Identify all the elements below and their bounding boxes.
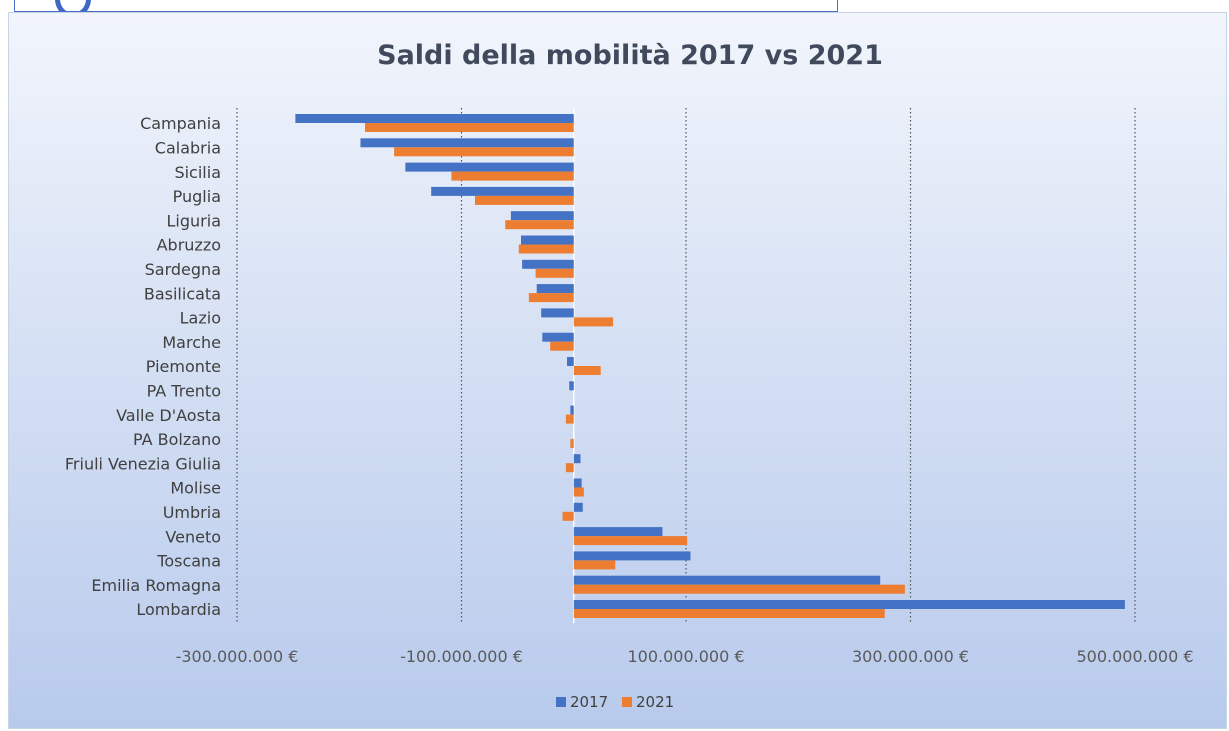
bar-2017 [536,284,574,294]
bar-2017 [567,357,574,366]
legend-swatch-2017 [556,697,566,707]
bar-2021 [565,414,574,424]
bar-2017 [360,138,574,148]
bar-2021 [573,609,885,618]
bar-2017 [573,551,691,561]
x-tick-label: -300.000.000 € [176,647,299,666]
bar-2017 [542,332,574,342]
bar-2021 [562,511,574,521]
bar-2021 [394,147,574,157]
bar-2017 [431,186,574,196]
category-label: Emilia Romagna [91,576,221,595]
bar-2017 [573,454,581,464]
category-label: Campania [140,114,221,133]
bar-2017 [573,527,663,537]
bar-2017 [569,381,574,391]
x-tick-labels: -300.000.000 € -100.000.000 € 100.000.000 … [176,647,1194,666]
legend[interactable]: 2017 2021 [556,693,674,711]
bar-2021 [570,438,574,448]
category-label: PA Trento [147,381,221,400]
bars [295,114,1125,618]
bar-2017 [541,308,574,318]
category-label: Marche [162,333,221,352]
bar-2017 [295,114,574,123]
bar-2017 [520,235,574,245]
bar-2017 [510,211,574,221]
bar-2021 [573,584,905,594]
cropped-glyph [55,0,91,11]
category-labels: Campania Calabria Sicilia Puglia Liguria Abru… [65,114,221,619]
bar-2021 [573,560,616,570]
x-tick-label: -100.000.000 € [400,647,523,666]
category-label: Veneto [165,527,221,546]
bar-2021 [573,366,601,375]
category-label: Toscana [156,552,221,571]
x-tick-label: 500.000.000 € [1076,647,1193,666]
category-label: Valle D'Aosta [116,406,221,425]
bar-2021 [474,195,574,205]
legend-label-2017: 2017 [570,693,608,711]
legend-label-2021: 2021 [636,693,674,711]
category-label: Friuli Venezia Giulia [65,454,221,473]
bar-2017 [573,502,583,512]
bar-2017 [522,259,574,269]
top-cropped-box [14,0,838,12]
chart-title: Saldi della mobilità 2017 vs 2021 [377,40,883,71]
category-label: Umbria [163,503,221,522]
bar-2021 [573,536,688,546]
category-label: Piemonte [146,357,221,376]
bar-2021 [535,268,574,278]
category-label: Sicilia [174,163,221,182]
x-tick-label: 300.000.000 € [852,647,969,666]
category-label: Liguria [167,211,221,230]
bar-2017 [570,405,574,415]
category-label: Abruzzo [157,236,221,255]
legend-swatch-2021 [622,697,632,707]
category-label: Molise [170,479,221,498]
category-label: Lombardia [136,600,221,619]
bar-2017 [573,575,881,585]
bar-2017 [405,162,574,172]
category-label: Basilicata [144,284,221,303]
bar-2021 [528,293,574,303]
category-label: Puglia [173,187,221,206]
bar-2021 [550,341,574,351]
bar-2021 [573,317,614,327]
bar-2017 [573,478,582,488]
x-tick-label: 100.000.000 € [627,647,744,666]
bar-2021 [451,171,574,181]
bar-2021 [573,487,584,497]
grid-lines [236,108,1136,624]
category-label: Lazio [180,309,221,328]
bar-2021 [518,244,574,254]
bar-2017 [573,600,1125,609]
bar-2021 [364,123,574,132]
category-label: PA Bolzano [133,430,221,449]
category-label: Sardegna [145,260,221,279]
category-label: Calabria [155,138,221,157]
bar-2021 [505,220,574,230]
bar-2021 [565,463,574,473]
